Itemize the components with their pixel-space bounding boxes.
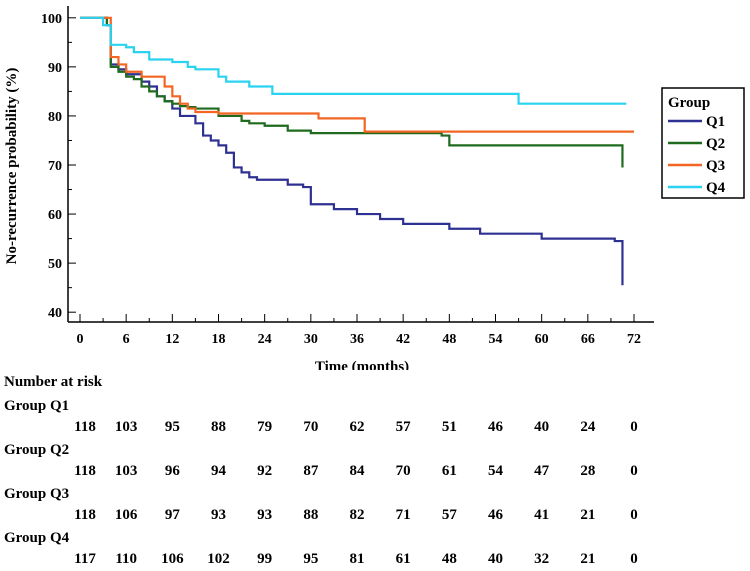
x-tick-label: 36: [350, 332, 364, 347]
risk-cell: 61: [441, 463, 457, 479]
series-line-q4: [80, 16, 627, 105]
risk-cell: 93: [211, 507, 226, 523]
y-tick-label: 90: [48, 61, 62, 76]
risk-row: 118 103 96 94 92 87 84 70 61 54 47 28 0: [0, 463, 750, 483]
y-tick-label: 70: [48, 159, 62, 174]
risk-cell: 94: [211, 463, 226, 479]
x-tick-label: 24: [258, 332, 272, 347]
risk-cell: 40: [534, 419, 550, 435]
x-tick-label: 0: [77, 332, 84, 347]
legend-label-q4: Q4: [706, 180, 726, 196]
series-line-q1: [80, 16, 624, 286]
risk-cell: 82: [349, 507, 365, 523]
risk-group-label: Group Q3: [4, 486, 70, 502]
risk-cell: 118: [74, 463, 96, 479]
risk-cell: 54: [488, 463, 503, 479]
risk-cell: 57: [441, 507, 457, 523]
risk-cell: 95: [164, 419, 180, 435]
y-tick-label: 50: [48, 257, 62, 272]
risk-cell: 71: [395, 507, 411, 523]
risk-cell: 103: [114, 419, 138, 435]
risk-cell: 28: [580, 463, 596, 479]
legend: Group Q1 Q2 Q3 Q4: [661, 87, 745, 199]
risk-group-label: Group Q1: [4, 398, 70, 414]
risk-cell: 88: [211, 419, 226, 435]
series-line-q2: [80, 16, 624, 168]
risk-cell: 0: [630, 507, 638, 523]
x-tick-label: 18: [212, 332, 226, 347]
risk-cell: 21: [580, 507, 596, 523]
risk-cell: 47: [534, 463, 550, 479]
x-tick-label: 66: [581, 332, 595, 347]
y-tick-label: 80: [48, 110, 62, 125]
risk-cell: 46: [488, 507, 503, 523]
y-tick-label: 40: [48, 306, 62, 321]
risk-group-label: Group Q2: [4, 442, 70, 458]
risk-cell: 57: [395, 419, 411, 435]
risk-cell: 92: [257, 463, 273, 479]
risk-cell: 84: [349, 463, 365, 479]
y-axis-label: No-recurrence probability (%): [4, 68, 20, 265]
x-tick-label: 72: [627, 332, 641, 347]
risk-cell: 0: [630, 463, 638, 479]
risk-cell: 70: [395, 463, 411, 479]
risk-cell: 118: [74, 419, 96, 435]
x-axis-label: Time (months): [315, 359, 409, 370]
risk-cell: 62: [349, 419, 365, 435]
risk-row: 117 110 106 102 99 95 81 61 48 40 32 21 0: [0, 551, 750, 571]
risk-cell: 24: [580, 419, 596, 435]
x-tick-label: 30: [304, 332, 318, 347]
risk-cell: 97: [164, 507, 180, 523]
risk-cell: 41: [534, 507, 550, 523]
legend-label-q1: Q1: [706, 114, 725, 130]
risk-table-title: Number at risk: [4, 374, 103, 390]
x-tick-label: 54: [489, 332, 503, 347]
risk-cell: 70: [303, 419, 319, 435]
y-tick-label: 100: [41, 12, 62, 27]
risk-cell: 93: [257, 507, 273, 523]
x-tick-label: 6: [123, 332, 130, 347]
risk-cell: 87: [303, 463, 319, 479]
x-tick-label: 60: [535, 332, 549, 347]
x-tick-label: 42: [396, 332, 410, 347]
legend-label-q3: Q3: [706, 158, 725, 174]
risk-cell: 46: [488, 419, 503, 435]
risk-cell: 118: [74, 507, 96, 523]
risk-row: 118 103 95 88 79 70 62 57 51 46 40 24 0: [0, 419, 750, 439]
risk-cell: 51: [441, 419, 457, 435]
x-tick-label: 48: [442, 332, 456, 347]
series-line-q3: [80, 16, 634, 133]
risk-group-label: Group Q4: [4, 530, 70, 546]
risk-cell: 0: [630, 419, 638, 435]
risk-cell: 79: [257, 419, 273, 435]
x-tick-label: 12: [165, 332, 179, 347]
risk-row: 118 106 97 93 93 88 82 71 57 46 41 21 0: [0, 507, 750, 527]
legend-title: Group: [668, 95, 710, 111]
risk-cell: 106: [114, 507, 138, 523]
risk-cell: 96: [164, 463, 180, 479]
risk-cell: 88: [303, 507, 319, 523]
risk-cell: 103: [114, 463, 138, 479]
y-tick-label: 60: [48, 208, 62, 223]
legend-label-q2: Q2: [706, 136, 725, 152]
